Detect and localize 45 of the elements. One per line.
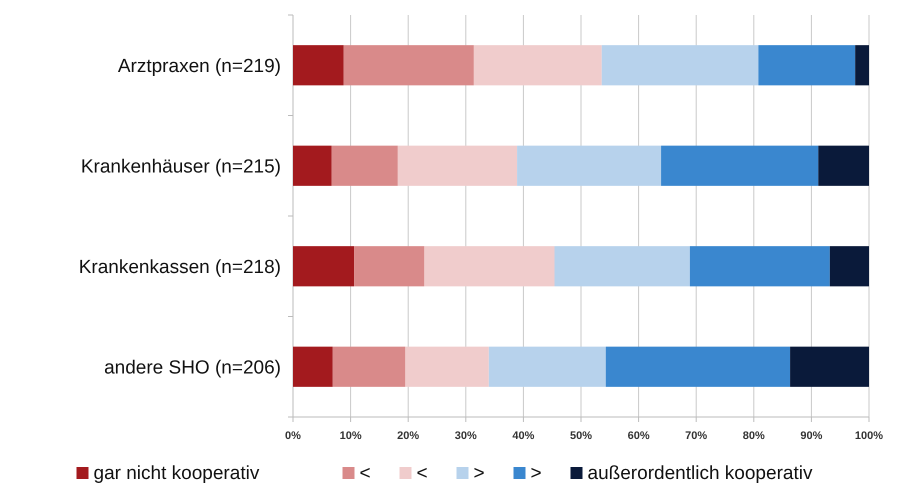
x-tick-label: 90% — [800, 430, 823, 442]
x-tick-label: 40% — [512, 430, 535, 442]
x-tick-label: 70% — [685, 430, 708, 442]
legend-label: < — [416, 463, 428, 484]
bar — [602, 45, 758, 86]
y-tick-label: Krankenkassen (n=218) — [78, 256, 281, 278]
x-tick-label: 30% — [454, 430, 478, 442]
bar — [606, 346, 790, 387]
bar — [354, 246, 424, 286]
bar — [554, 246, 690, 286]
bar — [790, 346, 869, 387]
bar — [661, 146, 818, 186]
bar — [293, 246, 354, 286]
legend-label: < — [360, 463, 371, 484]
bar — [398, 146, 518, 186]
bar — [424, 246, 555, 286]
legend-label: > — [530, 463, 542, 484]
y-tick-label: Arztpraxen (n=219) — [118, 56, 281, 77]
bar — [474, 45, 602, 86]
bar — [758, 45, 856, 86]
x-tick-label: 80% — [742, 430, 766, 442]
x-tick-label: 0% — [285, 430, 302, 442]
bar — [332, 346, 406, 387]
x-tick-label: 100% — [854, 430, 884, 442]
x-tick-label: 60% — [628, 430, 650, 442]
legend-label: außerordentlich kooperativ — [588, 463, 813, 484]
bar — [332, 146, 398, 186]
bar — [344, 45, 474, 86]
x-tick-label: 10% — [340, 430, 362, 442]
bar — [818, 146, 869, 186]
bar — [293, 346, 333, 387]
bar — [405, 346, 489, 387]
bar — [488, 346, 606, 387]
y-tick-label: Krankenhäuser (n=215) — [80, 156, 281, 178]
legend-label: > — [474, 463, 485, 484]
bar — [855, 45, 869, 86]
bar — [293, 45, 344, 86]
bar — [517, 146, 662, 186]
bar — [690, 246, 830, 286]
legend-label: gar nicht kooperativ — [94, 463, 260, 484]
bar — [293, 146, 332, 186]
y-tick-label: andere SHO (n=206) — [104, 357, 281, 378]
x-tick-label: 20% — [397, 430, 420, 442]
bar — [830, 246, 869, 286]
x-tick-label: 50% — [570, 430, 592, 442]
